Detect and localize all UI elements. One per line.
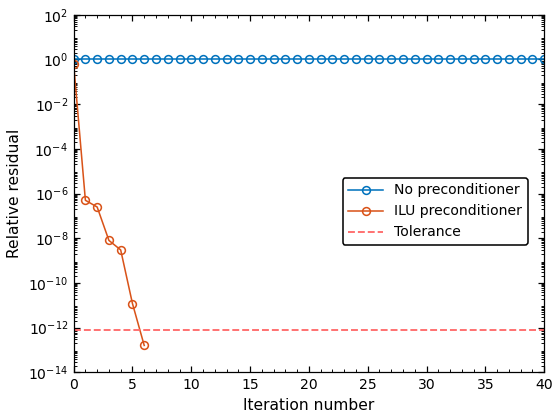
- Line: No preconditioner: No preconditioner: [70, 55, 548, 63]
- Y-axis label: Relative residual: Relative residual: [7, 129, 22, 258]
- No preconditioner: [470, 57, 477, 62]
- No preconditioner: [482, 57, 489, 62]
- No preconditioner: [282, 57, 289, 62]
- No preconditioner: [329, 57, 336, 62]
- No preconditioner: [494, 57, 501, 62]
- No preconditioner: [188, 57, 195, 62]
- No preconditioner: [306, 57, 312, 62]
- No preconditioner: [118, 57, 124, 62]
- No preconditioner: [94, 57, 100, 62]
- ILU preconditioner: [82, 198, 88, 203]
- No preconditioner: [423, 57, 430, 62]
- No preconditioner: [412, 57, 418, 62]
- Tolerance: [82, 327, 88, 332]
- ILU preconditioner: [141, 343, 148, 348]
- X-axis label: Iteration number: Iteration number: [243, 398, 375, 413]
- No preconditioner: [235, 57, 242, 62]
- No preconditioner: [247, 57, 254, 62]
- No preconditioner: [200, 57, 207, 62]
- No preconditioner: [376, 57, 383, 62]
- No preconditioner: [270, 57, 277, 62]
- No preconditioner: [294, 57, 301, 62]
- No preconditioner: [506, 57, 512, 62]
- No preconditioner: [141, 57, 148, 62]
- No preconditioner: [353, 57, 360, 62]
- No preconditioner: [129, 57, 136, 62]
- No preconditioner: [541, 57, 548, 62]
- No preconditioner: [365, 57, 371, 62]
- No preconditioner: [212, 57, 218, 62]
- ILU preconditioner: [70, 61, 77, 66]
- No preconditioner: [435, 57, 442, 62]
- No preconditioner: [517, 57, 524, 62]
- No preconditioner: [259, 57, 265, 62]
- No preconditioner: [70, 57, 77, 62]
- No preconditioner: [318, 57, 324, 62]
- No preconditioner: [82, 57, 88, 62]
- No preconditioner: [106, 57, 113, 62]
- No preconditioner: [529, 57, 536, 62]
- ILU preconditioner: [106, 238, 113, 243]
- No preconditioner: [341, 57, 348, 62]
- No preconditioner: [153, 57, 160, 62]
- No preconditioner: [223, 57, 230, 62]
- ILU preconditioner: [94, 205, 100, 210]
- Tolerance: [70, 327, 77, 332]
- Line: ILU preconditioner: ILU preconditioner: [70, 60, 148, 349]
- No preconditioner: [165, 57, 171, 62]
- No preconditioner: [447, 57, 454, 62]
- ILU preconditioner: [118, 247, 124, 252]
- No preconditioner: [400, 57, 407, 62]
- ILU preconditioner: [129, 301, 136, 306]
- No preconditioner: [459, 57, 465, 62]
- Legend: No preconditioner, ILU preconditioner, Tolerance: No preconditioner, ILU preconditioner, T…: [343, 178, 528, 245]
- No preconditioner: [388, 57, 395, 62]
- No preconditioner: [176, 57, 183, 62]
